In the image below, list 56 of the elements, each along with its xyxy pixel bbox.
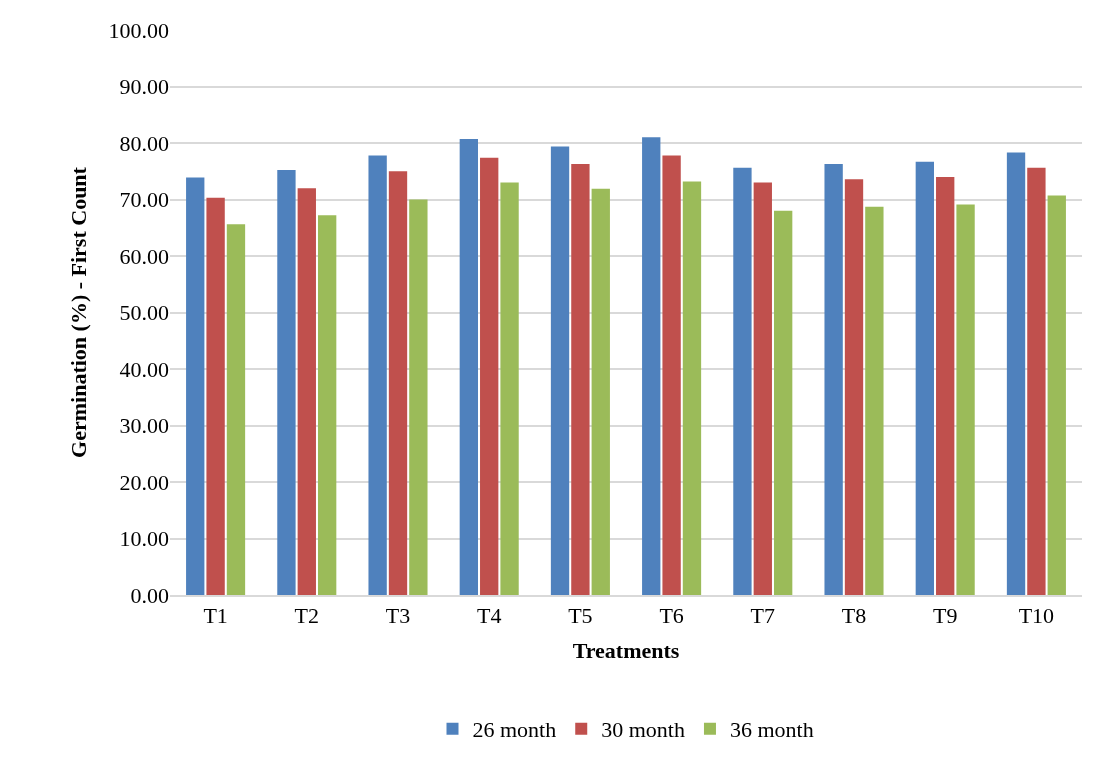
bar bbox=[1027, 167, 1046, 595]
bar bbox=[500, 182, 519, 595]
bar bbox=[844, 179, 864, 595]
bar bbox=[206, 197, 225, 595]
y-tick-label: 50.00 bbox=[119, 300, 169, 326]
bar bbox=[388, 171, 408, 595]
x-axis-title: Treatments bbox=[572, 637, 680, 663]
y-tick-label: 80.00 bbox=[119, 130, 169, 156]
bar bbox=[550, 146, 570, 595]
y-tick-label: 60.00 bbox=[119, 243, 169, 269]
bar bbox=[571, 163, 590, 595]
bar bbox=[824, 163, 843, 595]
x-tick-label: T10 bbox=[1018, 603, 1055, 629]
bar bbox=[297, 188, 316, 595]
bar bbox=[318, 215, 337, 595]
y-tick-label: 90.00 bbox=[119, 74, 169, 100]
y-tick-label: 100.00 bbox=[108, 17, 169, 43]
x-tick-label: T5 bbox=[568, 603, 593, 629]
bar bbox=[642, 137, 661, 595]
bar bbox=[277, 170, 296, 595]
y-tick-label: 0.00 bbox=[130, 582, 169, 608]
x-tick-label: T9 bbox=[932, 603, 958, 629]
bar bbox=[682, 181, 702, 595]
x-tick-label: T7 bbox=[750, 603, 776, 629]
y-tick-label: 40.00 bbox=[119, 356, 169, 382]
bar bbox=[1006, 152, 1026, 595]
bar bbox=[459, 139, 478, 595]
y-tick-label: 10.00 bbox=[119, 526, 169, 552]
bar bbox=[226, 224, 246, 595]
y-axis-title: Germination (%) - First Count bbox=[66, 166, 92, 458]
bar bbox=[409, 199, 428, 595]
bar bbox=[936, 176, 955, 595]
bar bbox=[774, 210, 793, 595]
bar bbox=[591, 188, 610, 595]
y-tick-label: 70.00 bbox=[119, 187, 169, 213]
x-tick-label: T3 bbox=[385, 603, 411, 629]
bar bbox=[1047, 195, 1066, 595]
legend-label: 30 month bbox=[601, 717, 685, 743]
x-tick-label: T8 bbox=[841, 603, 867, 629]
bar bbox=[956, 204, 975, 595]
y-tick-label: 20.00 bbox=[119, 469, 169, 495]
x-tick-label: T4 bbox=[476, 603, 502, 629]
bar bbox=[480, 157, 499, 595]
legend-label: 26 month bbox=[472, 717, 557, 743]
x-tick-label: T6 bbox=[659, 603, 684, 629]
bar bbox=[368, 155, 387, 595]
bar bbox=[733, 167, 752, 595]
bar bbox=[186, 177, 205, 595]
bar bbox=[753, 182, 772, 595]
bar bbox=[915, 161, 934, 595]
bar bbox=[865, 206, 884, 595]
x-tick-label: T2 bbox=[294, 603, 320, 629]
legend-label: 36 month bbox=[729, 717, 814, 743]
x-tick-label: T1 bbox=[203, 603, 228, 629]
bar bbox=[662, 155, 681, 595]
y-tick-label: 30.00 bbox=[119, 413, 169, 439]
